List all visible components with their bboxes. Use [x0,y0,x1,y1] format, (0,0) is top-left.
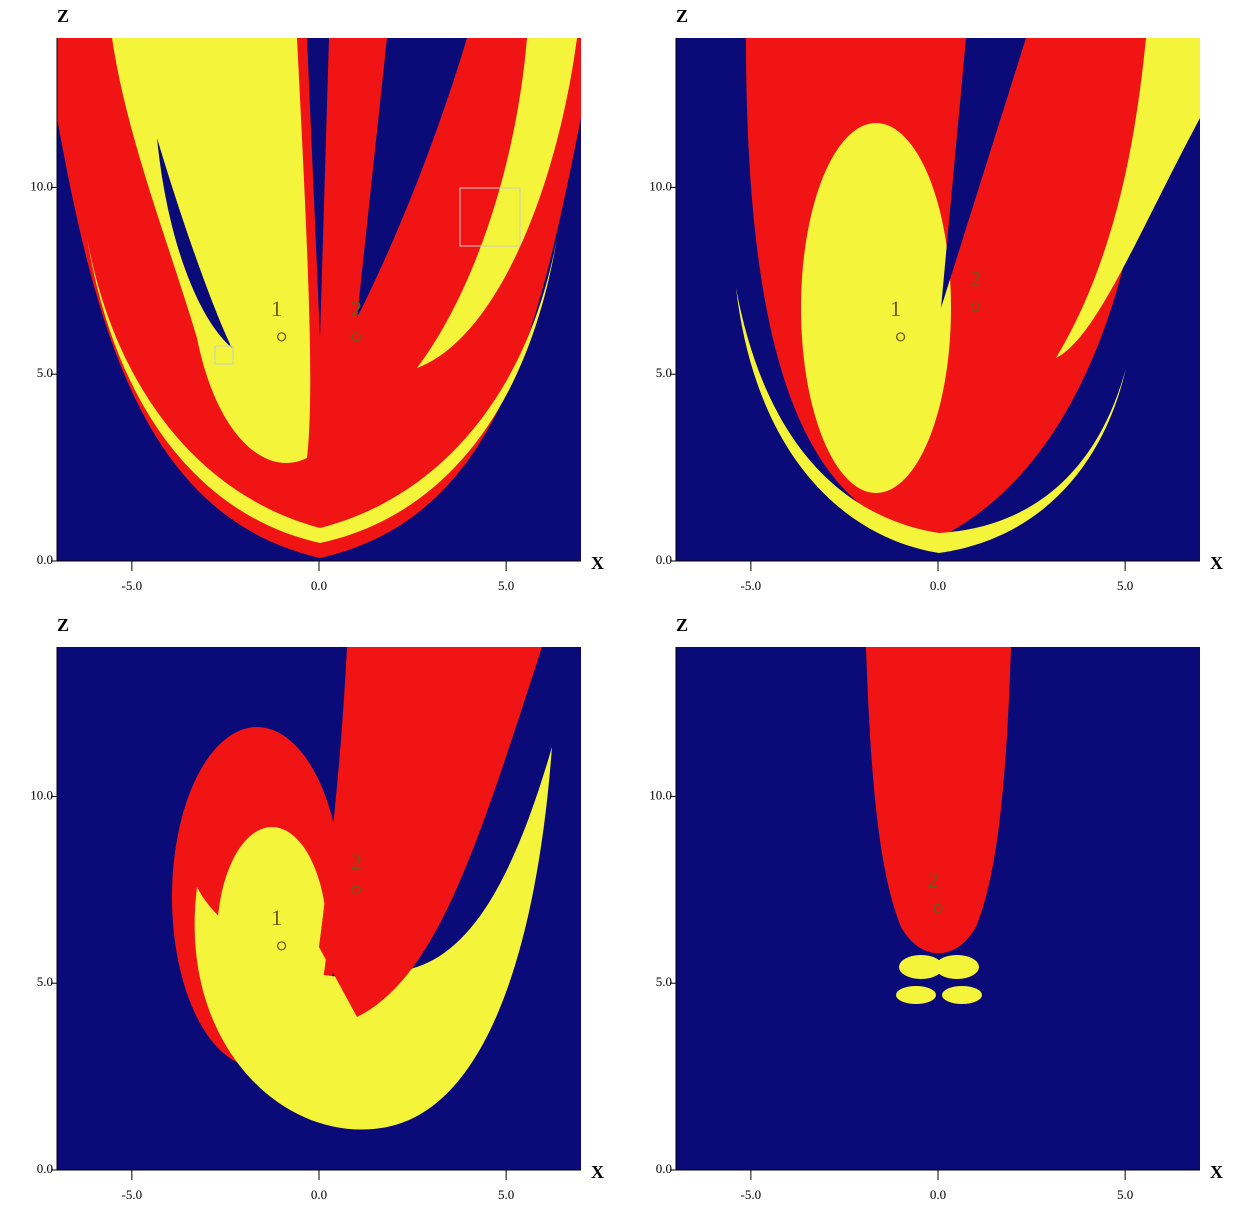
x-axis-label: X [591,553,604,573]
basin-panel-3 [57,647,581,1170]
point-marker [276,332,287,342]
x-tick-label: 0.0 [311,1187,327,1202]
y-tick-label: 0.0 [656,1161,672,1176]
x-axis-label: X [591,1162,604,1182]
point-label: 2 [351,849,362,874]
x-axis-label: X [1210,553,1223,573]
x-axis-label: X [1210,1162,1223,1182]
point-label: 1 [271,296,282,321]
point-marker [351,332,362,342]
x-tick-label: 5.0 [498,1187,514,1202]
basin-panel-4 [676,647,1200,1170]
basin-panel-2 [676,38,1200,561]
x-tick-label: -5.0 [741,1187,762,1202]
x-tick-label: 0.0 [311,578,327,593]
point-marker [351,885,362,895]
y-axis-label: Z [57,6,69,26]
x-tick-label: 5.0 [1117,578,1133,593]
point-label: 2 [970,266,981,291]
y-tick-label: 5.0 [656,974,672,989]
y-tick-label: 10.0 [649,178,672,193]
point-marker [276,941,287,951]
point-marker [895,332,906,342]
x-tick-label: -5.0 [122,578,143,593]
point-label: 1 [271,905,282,930]
point-marker [970,302,981,312]
y-axis-label: Z [676,615,688,635]
y-axis-label: Z [676,6,688,26]
y-tick-label: 10.0 [30,178,53,193]
x-tick-label: 5.0 [498,578,514,593]
point-label: 2 [351,296,362,321]
y-tick-label: 0.0 [37,1161,53,1176]
point-marker [933,903,943,914]
y-axis-label: Z [57,615,69,635]
y-tick-label: 10.0 [30,787,53,802]
y-tick-label: 0.0 [37,552,53,567]
point-label: 2 [928,868,939,893]
y-tick-label: 5.0 [37,365,53,380]
point-label: 1 [890,296,901,321]
y-tick-label: 10.0 [649,787,672,802]
basin-panel-1 [57,38,581,561]
x-tick-label: 0.0 [930,1187,946,1202]
x-tick-label: 0.0 [930,578,946,593]
x-tick-label: -5.0 [122,1187,143,1202]
x-tick-label: 5.0 [1117,1187,1133,1202]
y-tick-label: 5.0 [656,365,672,380]
y-tick-label: 5.0 [37,974,53,989]
y-tick-label: 0.0 [656,552,672,567]
x-tick-label: -5.0 [741,578,762,593]
